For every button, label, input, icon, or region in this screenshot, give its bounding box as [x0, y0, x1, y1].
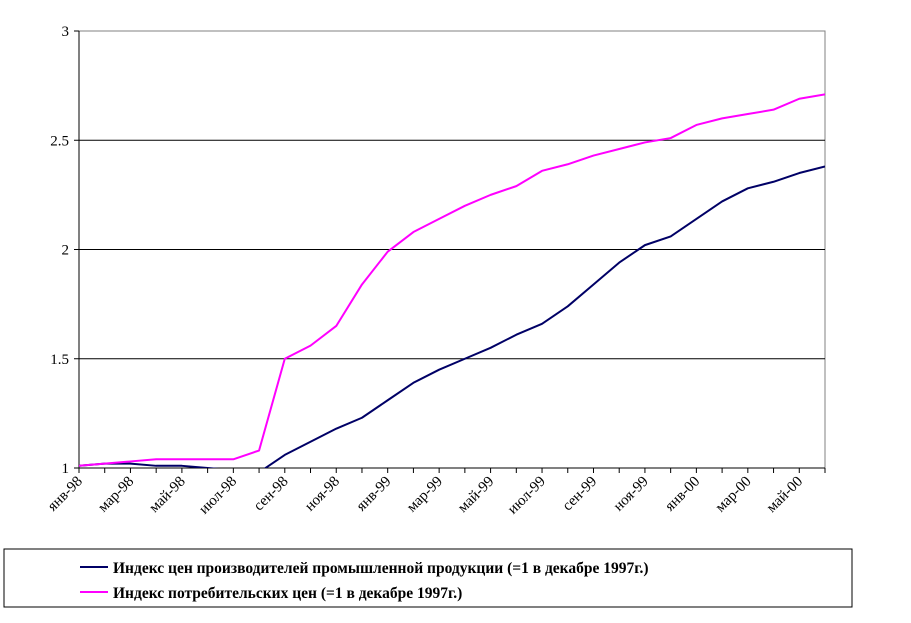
x-tick-label: май-99	[455, 474, 497, 516]
x-tick-label: мар-99	[404, 474, 446, 516]
x-tick-label: мар-98	[95, 474, 137, 516]
x-axis-ticks: янв-98 мар-98 май-98 июл-98 сен-98 ноя-98 янв-…	[45, 467, 826, 518]
y-axis-ticks: 1 1.5 2 2.5 3	[50, 24, 80, 477]
x-tick-label: май-00	[764, 474, 806, 516]
x-tick-label: ноя-98	[302, 474, 343, 515]
series-line-cpi	[79, 93, 825, 467]
y-tick-label: 1.5	[50, 352, 69, 368]
y-tick-label: 2.5	[50, 133, 69, 149]
x-tick-label: май-98	[146, 474, 188, 516]
grid-lines	[79, 139, 825, 360]
x-tick-label: сен-99	[560, 474, 601, 515]
x-tick-label: янв-99	[353, 474, 394, 515]
legend-label-ppi: Индекс цен производителей промышленной п…	[113, 560, 649, 577]
legend: Индекс цен производителей промышленной п…	[3, 548, 853, 608]
x-tick-label: июл-99	[505, 474, 549, 518]
x-tick-label: янв-00	[662, 474, 703, 515]
x-tick-label: мар-00	[713, 474, 755, 516]
series-lines	[79, 93, 825, 468]
y-tick-label: 3	[62, 24, 70, 40]
x-tick-label: ноя-99	[611, 474, 652, 515]
x-tick-label: сен-98	[251, 474, 292, 515]
legend-box	[3, 548, 853, 608]
series-line-ppi	[79, 165, 825, 468]
x-tick-label: янв-98	[45, 474, 86, 515]
y-tick-label: 2	[62, 243, 70, 259]
x-tick-label: июл-98	[196, 474, 240, 518]
legend-label-cpi: Индекс потребительских цен (=1 в декабре…	[113, 585, 462, 602]
y-tick-label: 1	[62, 461, 70, 477]
